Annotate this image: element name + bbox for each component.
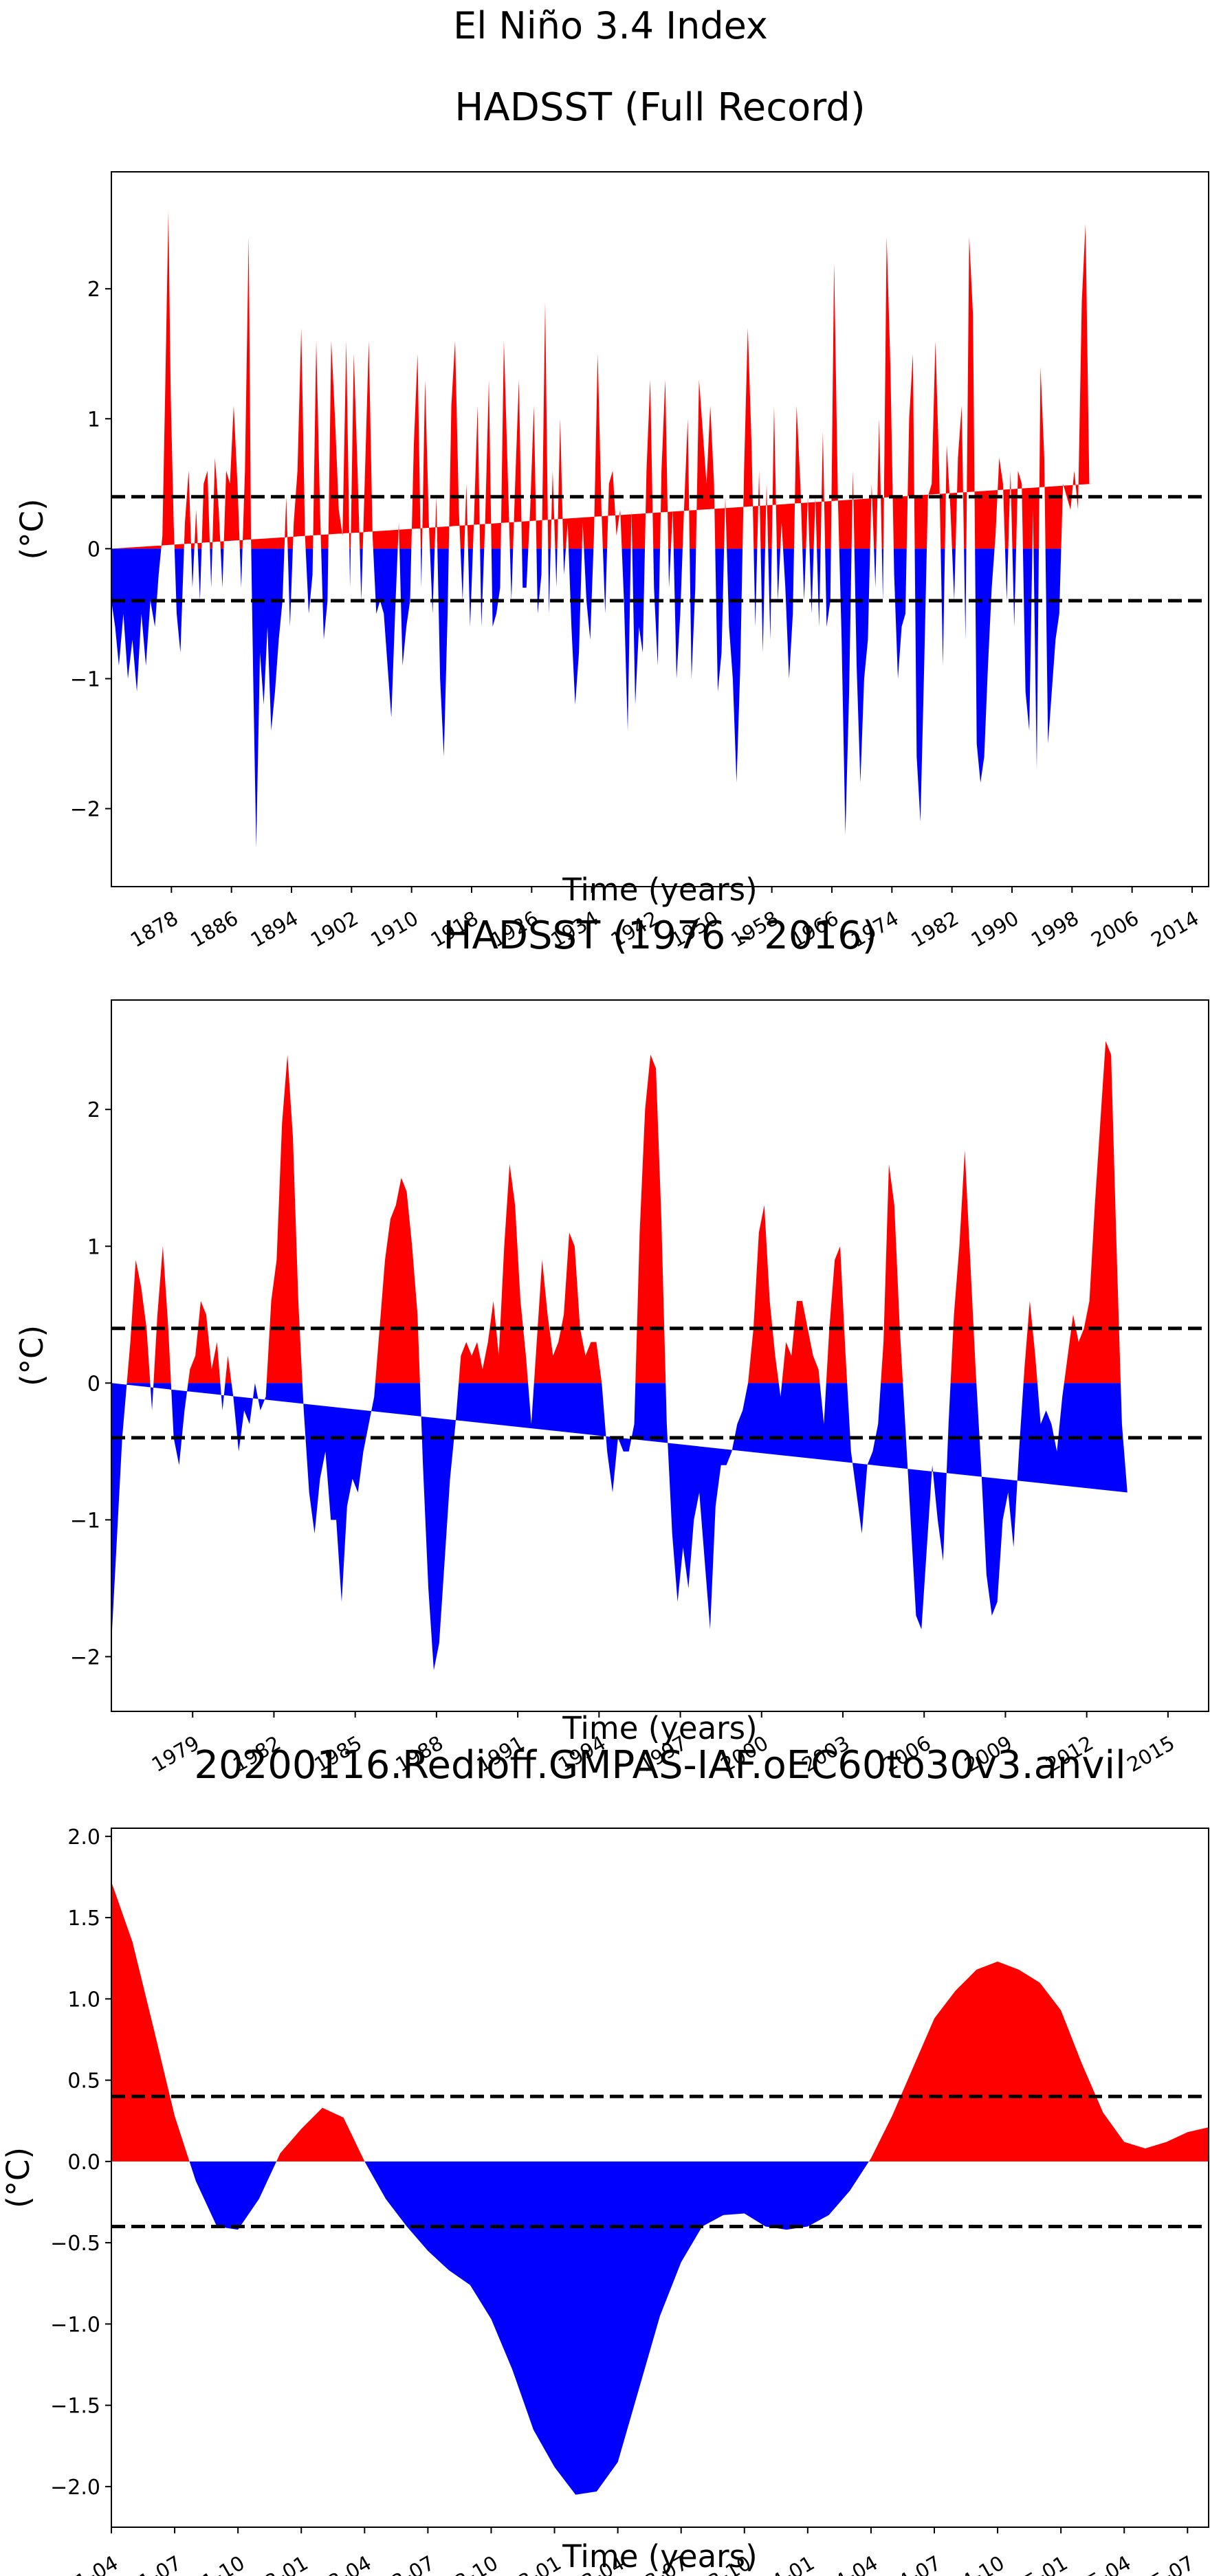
y-tick-label: 1: [87, 408, 100, 432]
y-tick-label: 0.5: [67, 2069, 100, 2094]
y-tick-label: −1: [70, 667, 100, 691]
y-tick-label: 0.0: [67, 2151, 100, 2175]
x-tick-label: 0001-04: [38, 2551, 122, 2576]
y-tick-label: 0: [87, 1372, 100, 1396]
y-tick-label: −2.0: [50, 2476, 100, 2500]
positive-anomaly-area: [111, 1882, 1209, 2162]
y-axis-label: (°C): [0, 2147, 36, 2208]
y-tick-label: 2: [87, 278, 100, 302]
negative-anomaly-area: [111, 2161, 1209, 2495]
chart-title: 20200116.Redioff.GMPAS-IAF.oEC60to30v3.a…: [194, 1743, 1125, 1788]
positive-anomaly-area: [111, 210, 1093, 549]
y-axis-label: (°C): [14, 1325, 50, 1386]
y-axis-label: (°C): [14, 498, 50, 559]
y-tick-label: −1.0: [50, 2313, 100, 2337]
negative-anomaly-area: [111, 548, 1093, 848]
plot-frame: [111, 1828, 1209, 2528]
y-tick-label: 2: [87, 1098, 100, 1122]
x-axis-label: Time (years): [562, 871, 757, 908]
chart-panel-model-run: 20200116.Redioff.GMPAS-IAF.oEC60to30v3.a…: [0, 1743, 1209, 2576]
positive-anomaly-area: [111, 1041, 1128, 1384]
y-tick-label: −2: [70, 798, 100, 822]
chart-title: HADSST (1976 - 2016): [443, 913, 877, 958]
y-tick-label: 1: [87, 1235, 100, 1259]
y-tick-label: 1.5: [67, 1907, 100, 1931]
y-tick-label: 0: [87, 537, 100, 562]
y-tick-label: 2.0: [67, 1825, 100, 1850]
x-axis-label: Time (years): [562, 2538, 757, 2575]
negative-anomaly-area: [111, 1383, 1128, 1671]
x-axis-label: Time (years): [562, 1710, 757, 1746]
figure-title: El Niño 3.4 Index: [453, 4, 768, 47]
y-tick-label: −0.5: [50, 2232, 100, 2256]
y-tick-label: −2: [70, 1645, 100, 1669]
plot-frame: [111, 171, 1209, 887]
y-tick-label: −1: [70, 1509, 100, 1533]
chart-title: HADSST (Full Record): [454, 85, 865, 130]
y-tick-label: −1.5: [50, 2395, 100, 2419]
plot-frame: [111, 999, 1209, 1712]
y-tick-label: 1.0: [67, 1988, 100, 2012]
